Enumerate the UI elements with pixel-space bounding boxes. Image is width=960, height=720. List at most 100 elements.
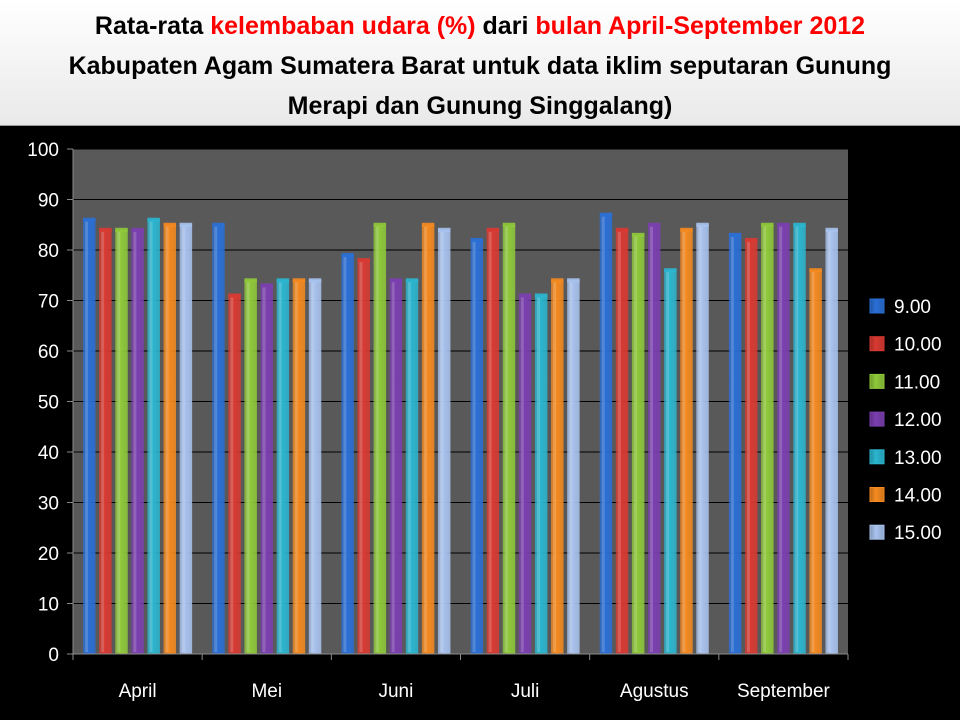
bar bbox=[421, 224, 435, 654]
x-category-label: Agustus bbox=[620, 681, 689, 702]
legend-swatch bbox=[869, 487, 885, 502]
bar-top bbox=[486, 227, 500, 232]
bar-top bbox=[696, 222, 709, 227]
bar-highlight bbox=[779, 226, 783, 652]
bar-april-1300 bbox=[147, 217, 160, 654]
bar-top bbox=[260, 283, 273, 288]
bar bbox=[244, 280, 257, 654]
bar-highlight bbox=[85, 221, 89, 652]
bar-top bbox=[744, 237, 758, 242]
bar-juli-1100 bbox=[502, 222, 516, 654]
bar-top bbox=[437, 227, 451, 232]
bar-highlight bbox=[262, 287, 266, 652]
bar-mei-1500 bbox=[308, 278, 322, 654]
bar-highlight bbox=[294, 282, 298, 652]
bar-top bbox=[567, 278, 580, 283]
bar-juli-1200 bbox=[518, 293, 532, 654]
bar-agustus-1100 bbox=[631, 232, 645, 654]
bar bbox=[567, 280, 580, 654]
bar-top bbox=[131, 227, 144, 232]
bar-september-1300 bbox=[793, 222, 806, 654]
x-category-label: April bbox=[119, 681, 157, 702]
legend-label: 9.00 bbox=[894, 297, 931, 318]
bar bbox=[163, 224, 177, 654]
bar bbox=[486, 229, 500, 655]
bar-highlight bbox=[698, 226, 702, 652]
bar bbox=[437, 229, 451, 655]
bar-september-1500 bbox=[825, 227, 838, 655]
y-tick-label: 70 bbox=[38, 292, 59, 313]
bar-highlight bbox=[375, 226, 379, 652]
bar-top bbox=[470, 237, 484, 242]
bar bbox=[502, 224, 516, 654]
title-line-2: Kabupaten Agam Sumatera Barat untuk data… bbox=[68, 52, 892, 80]
bar-highlight bbox=[795, 226, 799, 652]
y-tick-label: 90 bbox=[38, 191, 59, 212]
bar-highlight bbox=[827, 231, 831, 653]
bar bbox=[341, 255, 354, 655]
y-tick-label: 80 bbox=[38, 241, 59, 262]
bar bbox=[551, 280, 564, 654]
bar bbox=[648, 224, 661, 654]
legend-label: 13.00 bbox=[894, 448, 942, 469]
bar-top bbox=[615, 227, 629, 232]
legend-swatch bbox=[869, 524, 885, 540]
y-tick-label: 10 bbox=[38, 595, 59, 616]
bar-juli-1400 bbox=[551, 278, 564, 654]
bar bbox=[99, 229, 112, 655]
bar-april-1200 bbox=[131, 227, 144, 655]
bar-september-900 bbox=[728, 232, 742, 654]
bar bbox=[696, 224, 709, 654]
title-segment: dari bbox=[475, 12, 536, 40]
bar-top bbox=[228, 293, 241, 298]
bar-highlight bbox=[650, 226, 653, 652]
bar-top bbox=[809, 268, 822, 273]
y-tick-label: 50 bbox=[38, 393, 59, 414]
bar-top bbox=[793, 222, 806, 227]
bar-agustus-1200 bbox=[648, 222, 661, 654]
bar bbox=[825, 229, 838, 655]
title-line-1: Rata-rata kelembaban udara (%) dari bula… bbox=[10, 6, 950, 46]
x-category-label: Mei bbox=[251, 681, 282, 702]
bar-highlight bbox=[569, 282, 573, 652]
legend-entry: 13.00 bbox=[869, 448, 942, 469]
bar bbox=[405, 280, 419, 654]
bar-september-1200 bbox=[777, 222, 790, 654]
bar-juni-1000 bbox=[357, 258, 370, 654]
bar-top bbox=[292, 278, 306, 283]
bar bbox=[728, 234, 742, 654]
bar bbox=[228, 295, 241, 654]
bar-highlight bbox=[423, 226, 427, 652]
bar-september-1000 bbox=[744, 237, 758, 654]
bar-top bbox=[761, 222, 774, 227]
bar-highlight bbox=[230, 297, 234, 652]
bar-top bbox=[728, 232, 742, 237]
bar-highlight bbox=[343, 257, 347, 652]
bar-highlight bbox=[165, 226, 169, 652]
bar-top bbox=[99, 227, 112, 232]
bar bbox=[308, 280, 322, 654]
bar-agustus-1400 bbox=[680, 227, 693, 655]
bar-juli-1000 bbox=[486, 227, 500, 655]
bar bbox=[470, 239, 484, 654]
bar-juli-1500 bbox=[567, 278, 580, 654]
bar-top bbox=[244, 278, 257, 283]
bar-mei-1200 bbox=[260, 283, 273, 654]
bar bbox=[777, 224, 790, 654]
bar-highlight bbox=[520, 297, 524, 652]
bar-highlight bbox=[149, 221, 153, 652]
bar-april-1400 bbox=[163, 222, 177, 654]
bar bbox=[534, 295, 548, 654]
bar-top bbox=[405, 278, 419, 283]
bar bbox=[389, 280, 403, 654]
bar-juni-1100 bbox=[373, 222, 387, 654]
bar-top bbox=[389, 278, 403, 283]
bar-april-1000 bbox=[99, 227, 112, 655]
title-segment: Rata-rata bbox=[94, 12, 211, 40]
bar bbox=[664, 270, 677, 654]
bar-agustus-1500 bbox=[696, 222, 709, 654]
bar bbox=[292, 280, 306, 654]
bar-highlight bbox=[601, 216, 605, 652]
bar-top bbox=[599, 212, 613, 217]
bar-mei-1100 bbox=[244, 278, 257, 654]
